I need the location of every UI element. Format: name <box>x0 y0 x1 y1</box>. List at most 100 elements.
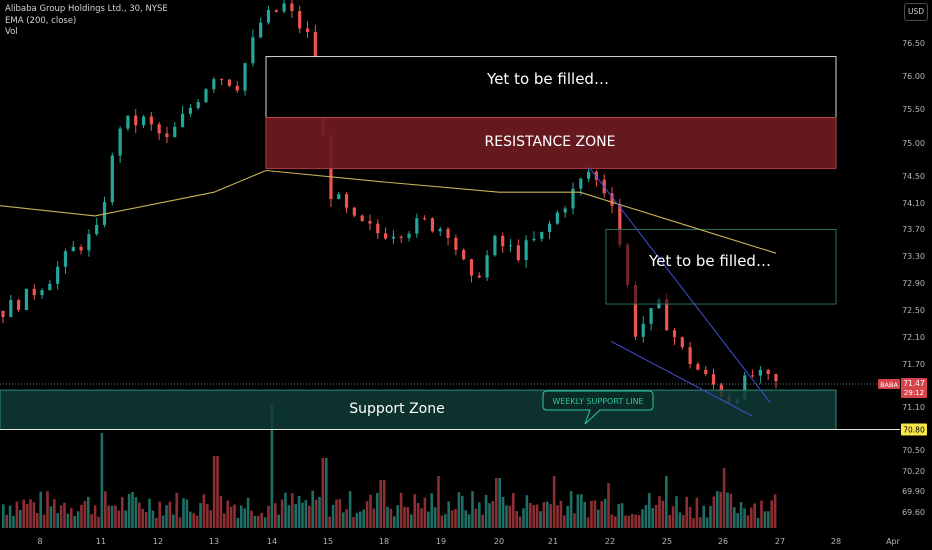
candle-body <box>485 255 489 278</box>
volume-bar <box>223 513 226 528</box>
volume-bar <box>229 506 233 528</box>
candle-body <box>641 323 645 337</box>
volume-bar <box>19 510 22 528</box>
currency-button[interactable]: USD <box>904 3 928 21</box>
volume-bar <box>151 510 155 528</box>
time-tick-label: 20 <box>494 537 504 546</box>
candle-body <box>180 113 185 127</box>
symbol-tag-label: BABA <box>880 381 898 389</box>
volume-bar <box>716 491 719 528</box>
volume-bar <box>600 501 603 528</box>
candle-body <box>508 245 513 247</box>
volume-bar <box>5 514 8 528</box>
candle-body <box>71 246 75 252</box>
price-tick-label: 76.50 <box>902 39 925 48</box>
volume-bar <box>620 503 624 528</box>
volume-bar <box>243 508 246 528</box>
price-tick-label: 73.30 <box>902 252 925 261</box>
unfilled-zone-lower <box>605 228 837 305</box>
volume-bar <box>590 500 593 528</box>
volume-bar <box>454 509 457 528</box>
candle-body <box>118 128 122 156</box>
volume-bar <box>325 458 328 528</box>
candle-body <box>134 115 138 126</box>
volume-bar <box>569 491 573 528</box>
volume-bar <box>304 500 308 528</box>
volume-bar <box>410 514 413 528</box>
volume-bar <box>338 499 342 528</box>
volume-bar <box>416 503 420 528</box>
volume-bar <box>158 501 161 528</box>
volume-bar <box>518 516 522 528</box>
volume-bar <box>719 491 722 528</box>
volume-bar <box>750 507 753 528</box>
volume-bar <box>301 502 304 528</box>
support-tag-bg <box>901 423 927 436</box>
volume-bar <box>107 505 110 528</box>
volume-bar <box>736 513 739 528</box>
volume-bar <box>733 507 736 528</box>
volume-bar <box>665 476 668 528</box>
volume-bar <box>576 494 580 528</box>
volume-bar <box>756 517 760 528</box>
candle-body <box>462 249 466 260</box>
time-tick-label: 28 <box>831 537 841 546</box>
volume-bar <box>532 505 535 528</box>
volume-bar <box>488 503 491 528</box>
volume-bar <box>420 508 423 528</box>
candle-body <box>290 3 294 11</box>
volume-bar <box>314 499 318 528</box>
volume-bar <box>396 505 399 528</box>
price-tick-label: 71.10 <box>902 403 925 412</box>
candle-body <box>423 218 427 220</box>
volume-bar <box>165 505 168 528</box>
candle-body <box>711 374 716 385</box>
candle-body <box>259 22 263 38</box>
volume-bar <box>423 497 427 528</box>
volume-bar <box>437 476 440 528</box>
volume-bar <box>297 496 301 528</box>
price-tick-label: 71.70 <box>902 360 925 369</box>
candle-body <box>688 347 692 365</box>
volume-bar <box>471 491 474 528</box>
price-tick-label: 73.70 <box>902 225 925 234</box>
volume-bar <box>767 511 770 528</box>
volume-bar <box>206 504 209 528</box>
volume-bar <box>546 501 549 528</box>
volume-bar <box>529 502 532 528</box>
candle-body <box>141 116 146 126</box>
candle-body <box>555 212 559 224</box>
volume-bar <box>36 513 39 528</box>
candle-body <box>391 236 396 239</box>
volume-bar <box>80 504 83 528</box>
candle-body <box>32 288 36 296</box>
price-tick-label: 72.50 <box>902 306 925 315</box>
volume-bar <box>233 504 236 528</box>
candle-body <box>501 235 505 247</box>
resistance-label: RESISTANCE ZONE <box>485 134 616 150</box>
volume-bar <box>702 505 705 528</box>
volume-bar <box>2 504 5 528</box>
volume-bar <box>508 505 512 528</box>
volume-bar <box>552 476 556 528</box>
candle-body <box>680 337 684 348</box>
volume-bar <box>522 508 525 528</box>
volume-bar <box>406 507 410 528</box>
volume-bar <box>59 505 63 528</box>
candle-body <box>774 374 778 382</box>
volume-bar <box>257 515 260 528</box>
volume-bar <box>172 514 175 528</box>
volume-bar <box>668 515 671 528</box>
time-tick-label: 18 <box>379 537 389 546</box>
volume-bar <box>617 504 620 528</box>
candle-body <box>1 310 5 318</box>
volume-bar <box>695 497 699 528</box>
candle-body <box>438 228 442 232</box>
volume-bar <box>127 494 131 528</box>
volume-bar <box>481 514 484 528</box>
candle-body <box>243 63 247 91</box>
volume-bar <box>100 433 104 528</box>
volume-bar <box>250 510 253 528</box>
volume-bar <box>535 504 539 528</box>
